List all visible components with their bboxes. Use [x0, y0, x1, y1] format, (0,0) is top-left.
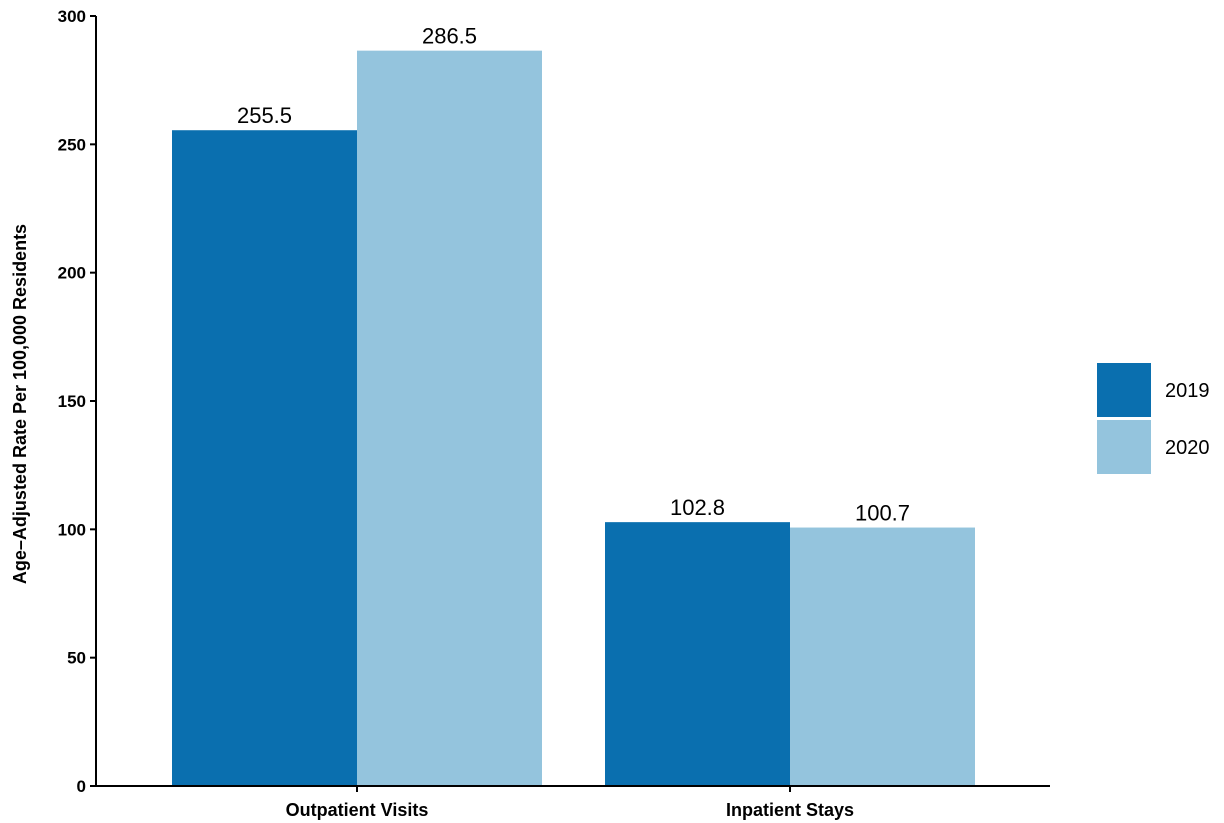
- y-tick-label: 100: [58, 520, 86, 539]
- x-tick-label: Outpatient Visits: [286, 800, 429, 820]
- data-label: 255.5: [237, 103, 292, 128]
- y-axis: 0 50 100 150 200 250 300: [58, 7, 97, 796]
- y-tick-label: 50: [67, 649, 86, 668]
- bar-2019-inpatient-stays: [605, 522, 790, 786]
- y-tick-label: 200: [58, 264, 86, 283]
- y-axis-title: Age–Adjusted Rate Per 100,000 Residents: [10, 224, 30, 584]
- legend-swatch-2019: [1097, 363, 1151, 417]
- legend-swatch-2020: [1097, 420, 1151, 474]
- bars-group: [172, 50, 975, 786]
- data-label: 100.7: [855, 501, 910, 526]
- x-axis: Outpatient Visits Inpatient Stays: [96, 785, 1050, 820]
- bar-2020-inpatient-stays: [790, 527, 975, 786]
- data-label: 102.8: [670, 495, 725, 520]
- data-labels-group: 255.5 286.5 102.8 100.7: [237, 24, 910, 526]
- y-tick-label: 0: [77, 777, 86, 796]
- legend-label-2019: 2019: [1165, 380, 1210, 402]
- bar-2020-outpatient-visits: [357, 50, 542, 786]
- y-tick-label: 250: [58, 135, 86, 154]
- legend: 2019 2020: [1097, 363, 1210, 474]
- data-label: 286.5: [422, 24, 477, 49]
- y-tick-label: 300: [58, 7, 86, 26]
- y-tick-label: 150: [58, 392, 86, 411]
- legend-label-2020: 2020: [1165, 437, 1210, 459]
- bar-2019-outpatient-visits: [172, 130, 357, 786]
- x-tick-label: Inpatient Stays: [726, 800, 854, 820]
